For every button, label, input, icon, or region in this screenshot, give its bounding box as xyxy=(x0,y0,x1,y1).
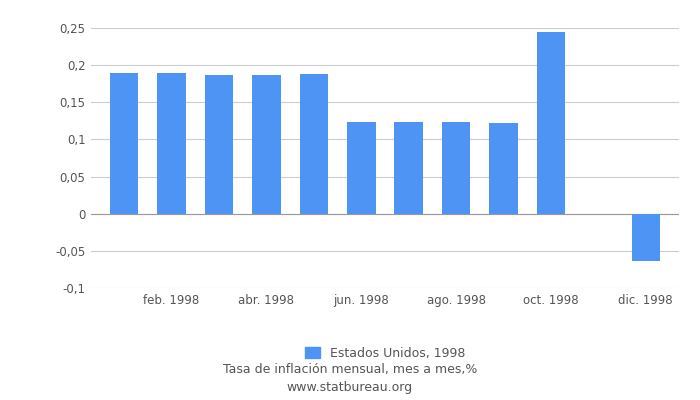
Text: Tasa de inflación mensual, mes a mes,%: Tasa de inflación mensual, mes a mes,% xyxy=(223,364,477,376)
Bar xyxy=(631,214,660,260)
Bar xyxy=(395,122,423,214)
Bar xyxy=(252,75,281,214)
Bar xyxy=(347,122,375,214)
Bar xyxy=(205,75,233,214)
Text: www.statbureau.org: www.statbureau.org xyxy=(287,381,413,394)
Bar xyxy=(442,122,470,214)
Bar xyxy=(537,32,565,214)
Bar xyxy=(158,73,186,214)
Bar xyxy=(110,73,139,214)
Legend: Estados Unidos, 1998: Estados Unidos, 1998 xyxy=(304,347,466,360)
Bar xyxy=(489,123,518,214)
Bar xyxy=(300,74,328,214)
